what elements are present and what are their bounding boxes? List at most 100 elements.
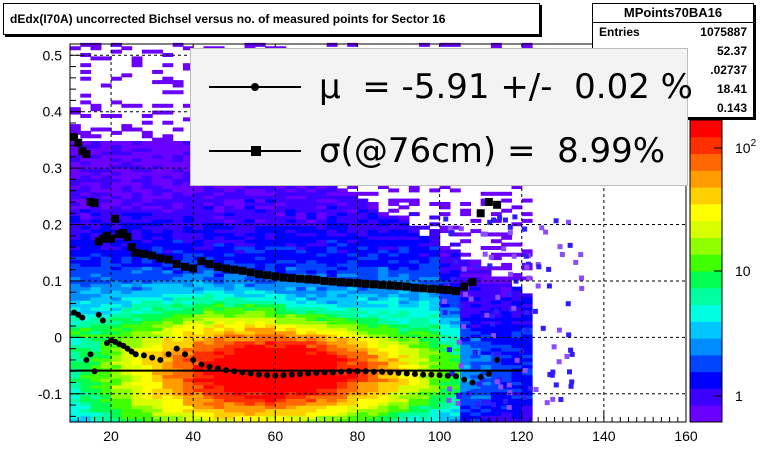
heatmap-cell [460, 371, 471, 376]
heatmap-cell [121, 384, 133, 389]
heatmap-cell [490, 232, 502, 237]
heatmap-cell [90, 56, 102, 61]
heatmap-cell [511, 286, 523, 291]
heatmap-cell [131, 408, 143, 413]
heatmap-cell [111, 401, 122, 406]
heatmap-cell [111, 49, 122, 54]
heatmap-cell [70, 283, 81, 288]
heatmap-cell [347, 320, 359, 325]
heatmap-cell [131, 127, 143, 132]
heatmap-cell [111, 198, 122, 203]
heatmap-cell [141, 174, 153, 179]
heatmap-cell [234, 398, 246, 403]
heatmap-cell [347, 273, 359, 278]
heatmap-cell [162, 371, 174, 376]
heatmap-cell [306, 405, 317, 410]
heatmap-cell [152, 320, 163, 325]
heatmap-cell [172, 364, 184, 369]
heatmap-cell [275, 303, 287, 308]
heatmap-cell [234, 381, 246, 386]
heatmap-cell [429, 306, 441, 311]
heatmap-cell [254, 201, 266, 206]
heatmap-cell [367, 374, 379, 379]
heatmap-cell [152, 347, 163, 352]
heatmap-cell [90, 300, 102, 305]
color-scale-swatch [690, 287, 722, 306]
heatmap-cell [100, 401, 112, 406]
heatmap-cell [511, 377, 523, 382]
heatmap-cell [203, 249, 215, 254]
heatmap-cell [224, 218, 235, 223]
heatmap-cell [152, 198, 163, 203]
heatmap-cell [439, 401, 451, 406]
heatmap-cell [429, 330, 441, 335]
heatmap-cell [511, 317, 523, 322]
heatmap-cell [419, 415, 430, 420]
heatmap-cell [213, 401, 225, 406]
heatmap-cell [460, 337, 471, 342]
heatmap-cell [203, 266, 215, 271]
heatmap-cell [367, 205, 379, 210]
color-scale-swatch [690, 371, 722, 389]
heatmap-cell [70, 107, 81, 112]
heatmap-cell [182, 398, 194, 403]
heatmap-cell [419, 245, 430, 250]
heatmap-cell [285, 289, 297, 294]
heatmap-cell [90, 134, 102, 139]
heatmap-cell [378, 330, 389, 335]
heatmap-cell [100, 185, 112, 190]
heatmap-cell [439, 340, 451, 345]
heatmap-cell [429, 245, 441, 250]
heatmap-cell [182, 344, 194, 349]
heatmap-cell [244, 418, 256, 423]
heatmap-cell [70, 201, 81, 206]
heatmap-cell [172, 80, 184, 85]
heatmap-cell [100, 357, 112, 362]
heatmap-cell [408, 245, 420, 250]
heatmap-cell [141, 415, 153, 420]
heatmap-cell [234, 388, 246, 393]
heatmap-cell [100, 347, 112, 352]
heatmap-cell [326, 388, 338, 393]
heatmap-cell [131, 286, 143, 291]
heatmap-cell [378, 218, 389, 223]
heatmap-cell [398, 289, 410, 294]
heatmap-cell [367, 306, 379, 311]
heatmap-cell [275, 266, 287, 271]
heatmap-cell [336, 239, 348, 244]
heatmap-cell [141, 408, 153, 413]
heatmap-cell [501, 408, 513, 413]
heatmap-cell [429, 411, 441, 416]
heatmap-cell [357, 388, 369, 393]
heatmap-cell [152, 229, 163, 234]
heatmap-cell [152, 195, 163, 200]
heatmap-cell [295, 411, 307, 416]
heatmap-cell [111, 391, 122, 396]
heatmap-cell [326, 296, 338, 301]
heatmap-cell [224, 310, 235, 315]
heatmap-cell [564, 353, 570, 359]
heatmap-cell [131, 164, 143, 169]
heatmap-cell [275, 300, 287, 305]
heatmap-cell [224, 222, 235, 227]
heatmap-cell [336, 384, 348, 389]
heatmap-cell [336, 388, 348, 393]
heatmap-cell [419, 317, 430, 322]
heatmap-cell [501, 286, 513, 291]
heatmap-cell [224, 252, 235, 257]
y-tick-label: 0.5 [43, 47, 63, 63]
heatmap-cell [569, 379, 575, 385]
heatmap-cell [398, 350, 410, 355]
heatmap-cell [224, 340, 235, 345]
color-scale-swatch [690, 237, 722, 255]
heatmap-cell [182, 191, 194, 196]
heatmap-cell [80, 256, 92, 261]
heatmap-cell [357, 212, 369, 217]
heatmap-cell [388, 262, 400, 267]
heatmap-cell [378, 249, 389, 254]
heatmap-cell [152, 279, 163, 284]
heatmap-cell [306, 205, 317, 210]
heatmap-cell [203, 252, 215, 257]
square-data-point [394, 282, 403, 291]
heatmap-cell [244, 195, 256, 200]
